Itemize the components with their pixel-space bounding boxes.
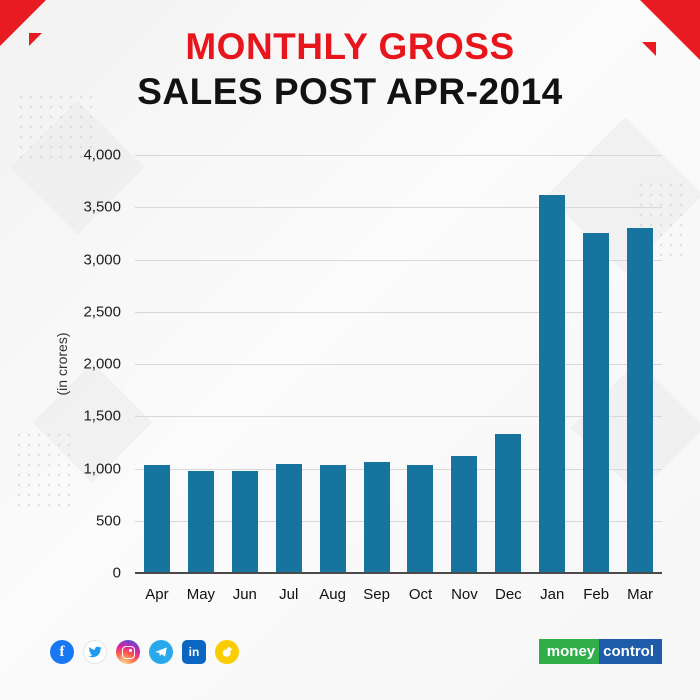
instagram-icon[interactable] bbox=[116, 640, 140, 664]
gridline bbox=[135, 468, 662, 470]
x-tick-label-jul: Jul bbox=[279, 586, 299, 603]
y-tick-label: 3,500 bbox=[83, 198, 121, 216]
twitter-icon[interactable] bbox=[83, 640, 107, 664]
x-tick-label-jun: Jun bbox=[232, 586, 257, 603]
bar-mar bbox=[627, 228, 654, 573]
bar-slot bbox=[530, 155, 574, 573]
bar-may bbox=[187, 470, 214, 573]
bar-slot bbox=[399, 155, 443, 573]
gridline bbox=[135, 207, 662, 209]
bar-slot bbox=[179, 155, 223, 573]
x-tick-label-dec: Dec bbox=[494, 586, 522, 603]
social-icons-row: f in bbox=[50, 640, 239, 664]
y-tick-label: 3,000 bbox=[83, 251, 121, 268]
y-tick-label: 2,000 bbox=[83, 355, 121, 373]
x-tick-label-sep: Sep bbox=[363, 586, 390, 603]
y-tick-label: 1,500 bbox=[83, 407, 121, 425]
y-tick-label: 4,000 bbox=[83, 146, 121, 164]
bar-jan bbox=[539, 194, 566, 573]
bar-slot bbox=[618, 155, 662, 573]
linkedin-letters: in bbox=[188, 645, 200, 659]
moneycontrol-logo-control: control bbox=[599, 639, 662, 664]
bar-jul bbox=[275, 464, 302, 573]
y-tick-label: 500 bbox=[95, 512, 121, 530]
x-tick-label-aug: Aug bbox=[319, 586, 346, 603]
telegram-icon[interactable] bbox=[149, 640, 173, 664]
y-tick-label: 2,500 bbox=[83, 303, 121, 321]
linkedin-icon[interactable]: in bbox=[182, 640, 206, 664]
gridline bbox=[135, 416, 662, 418]
title-line2: SALES POST APR-2014 bbox=[137, 71, 563, 112]
bar-feb bbox=[583, 233, 610, 573]
x-axis-labels: Apr May Jun Jul Aug Sep Oct Nov Dec Jan Feb Mar bbox=[135, 586, 662, 603]
bar-dec bbox=[495, 434, 522, 573]
decor-dots bbox=[14, 430, 76, 514]
x-tick-label-nov: Nov bbox=[451, 586, 478, 603]
koo-bird-glyph bbox=[222, 647, 233, 657]
twitter-bird-glyph bbox=[88, 646, 102, 658]
chart-title: MONTHLY GROSS SALES POST APR-2014 bbox=[0, 24, 700, 114]
bar-slot bbox=[355, 155, 399, 573]
bar-apr bbox=[143, 465, 170, 573]
instagram-camera-glyph bbox=[121, 645, 135, 659]
bar-slot bbox=[486, 155, 530, 573]
bar-slot bbox=[267, 155, 311, 573]
gridline bbox=[135, 259, 662, 261]
telegram-plane-glyph bbox=[155, 647, 167, 657]
gridline bbox=[135, 311, 662, 313]
x-tick-label-oct: Oct bbox=[408, 586, 433, 603]
title-line1: MONTHLY GROSS bbox=[185, 26, 515, 67]
bar-oct bbox=[407, 465, 434, 573]
bar-slot bbox=[223, 155, 267, 573]
y-tick-label: 0 bbox=[112, 564, 121, 582]
facebook-letter: f bbox=[59, 643, 65, 660]
x-tick-label-jan: Jan bbox=[540, 586, 565, 603]
moneycontrol-logo[interactable]: money control bbox=[538, 639, 662, 664]
bar-jun bbox=[231, 470, 258, 573]
x-axis-baseline bbox=[135, 572, 662, 574]
bar-aug bbox=[319, 465, 346, 573]
bar-slot bbox=[311, 155, 355, 573]
x-tick-label-mar: Mar bbox=[627, 586, 654, 603]
decor-dots bbox=[16, 92, 96, 164]
x-tick-label-apr: Apr bbox=[145, 586, 169, 603]
bar-sep bbox=[363, 462, 390, 573]
gridline bbox=[135, 364, 662, 365]
koo-icon[interactable] bbox=[215, 640, 239, 664]
gridline bbox=[135, 520, 662, 522]
bar-slot bbox=[135, 155, 179, 573]
y-axis-label: (in crores) bbox=[54, 332, 70, 396]
x-tick-label-feb: Feb bbox=[583, 586, 610, 603]
bar-nov bbox=[451, 455, 478, 573]
moneycontrol-logo-money: money bbox=[538, 639, 600, 664]
x-tick-label-may: May bbox=[186, 586, 216, 603]
bar-slot bbox=[442, 155, 486, 573]
bars-container bbox=[135, 155, 662, 573]
bar-slot bbox=[574, 155, 618, 573]
facebook-icon[interactable]: f bbox=[50, 640, 74, 664]
gridline bbox=[135, 155, 662, 156]
y-tick-label: 1,000 bbox=[83, 460, 121, 477]
bar-chart-plot: 0 500 1,000 1,500 2,000 2,500 3,000 3,500 4,000 bbox=[83, 147, 662, 582]
